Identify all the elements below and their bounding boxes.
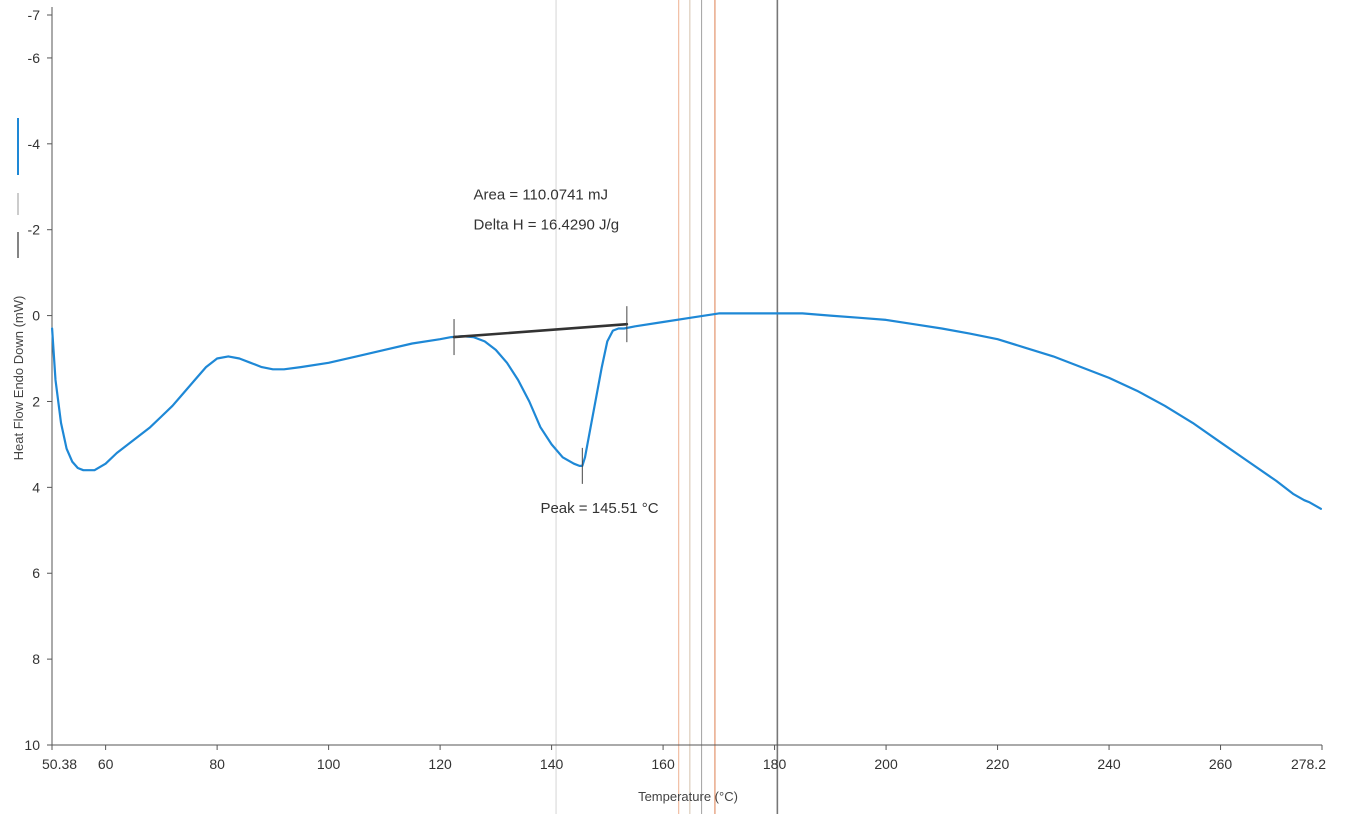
axes	[51, 7, 1322, 746]
y-tick-label: 8	[32, 651, 40, 667]
y-tick-label: 0	[32, 308, 40, 324]
x-tick-label: 240	[1097, 756, 1121, 772]
x-tick-label: 80	[209, 756, 225, 772]
annotations: Area = 110.0741 mJ Delta H = 16.4290 J/g P…	[474, 187, 659, 517]
x-ticks: 50.38 60 80 100 120 140 160 180 200 220 240 260 278.…	[42, 745, 1326, 772]
annotation-deltah: Delta H = 16.4290 J/g	[474, 217, 620, 234]
y-axis-label: Heat Flow Endo Down (mW)	[11, 296, 26, 461]
x-tick-label: 60	[98, 756, 114, 772]
y-ticks: -7 -6 -4 -2 0 2 4 6 8 10	[24, 7, 52, 753]
y-tick-label: 4	[32, 479, 40, 495]
y-tick-label: -2	[28, 222, 41, 238]
y-tick-label: 6	[32, 565, 40, 581]
y-tick-label: -4	[28, 136, 41, 152]
vertical-marker-lines	[555, 0, 779, 814]
y-tick-label: -6	[28, 50, 41, 66]
x-tick-label: 160	[651, 756, 675, 772]
y-tick-label: 2	[32, 393, 40, 409]
x-axis-label: Temperature (°C)	[638, 789, 738, 804]
x-tick-label: 120	[428, 756, 452, 772]
x-tick-label: 220	[986, 756, 1010, 772]
x-tick-label: 278.2	[1291, 756, 1326, 772]
annotation-area: Area = 110.0741 mJ	[474, 187, 608, 204]
x-tick-label: 260	[1209, 756, 1233, 772]
x-tick-label: 140	[540, 756, 564, 772]
series	[51, 312, 1322, 510]
heat-flow-curve	[51, 312, 1322, 510]
integration-baseline	[452, 322, 629, 339]
y-tick-label: 10	[24, 737, 40, 753]
y-tick-label: -7	[28, 7, 41, 23]
x-tick-label: 180	[763, 756, 787, 772]
x-tick-label: 100	[317, 756, 341, 772]
annotation-peak: Peak = 145.51 °C	[540, 500, 658, 517]
x-tick-label: 200	[874, 756, 898, 772]
x-tick-label: 50.38	[42, 756, 77, 772]
markers	[453, 306, 628, 484]
